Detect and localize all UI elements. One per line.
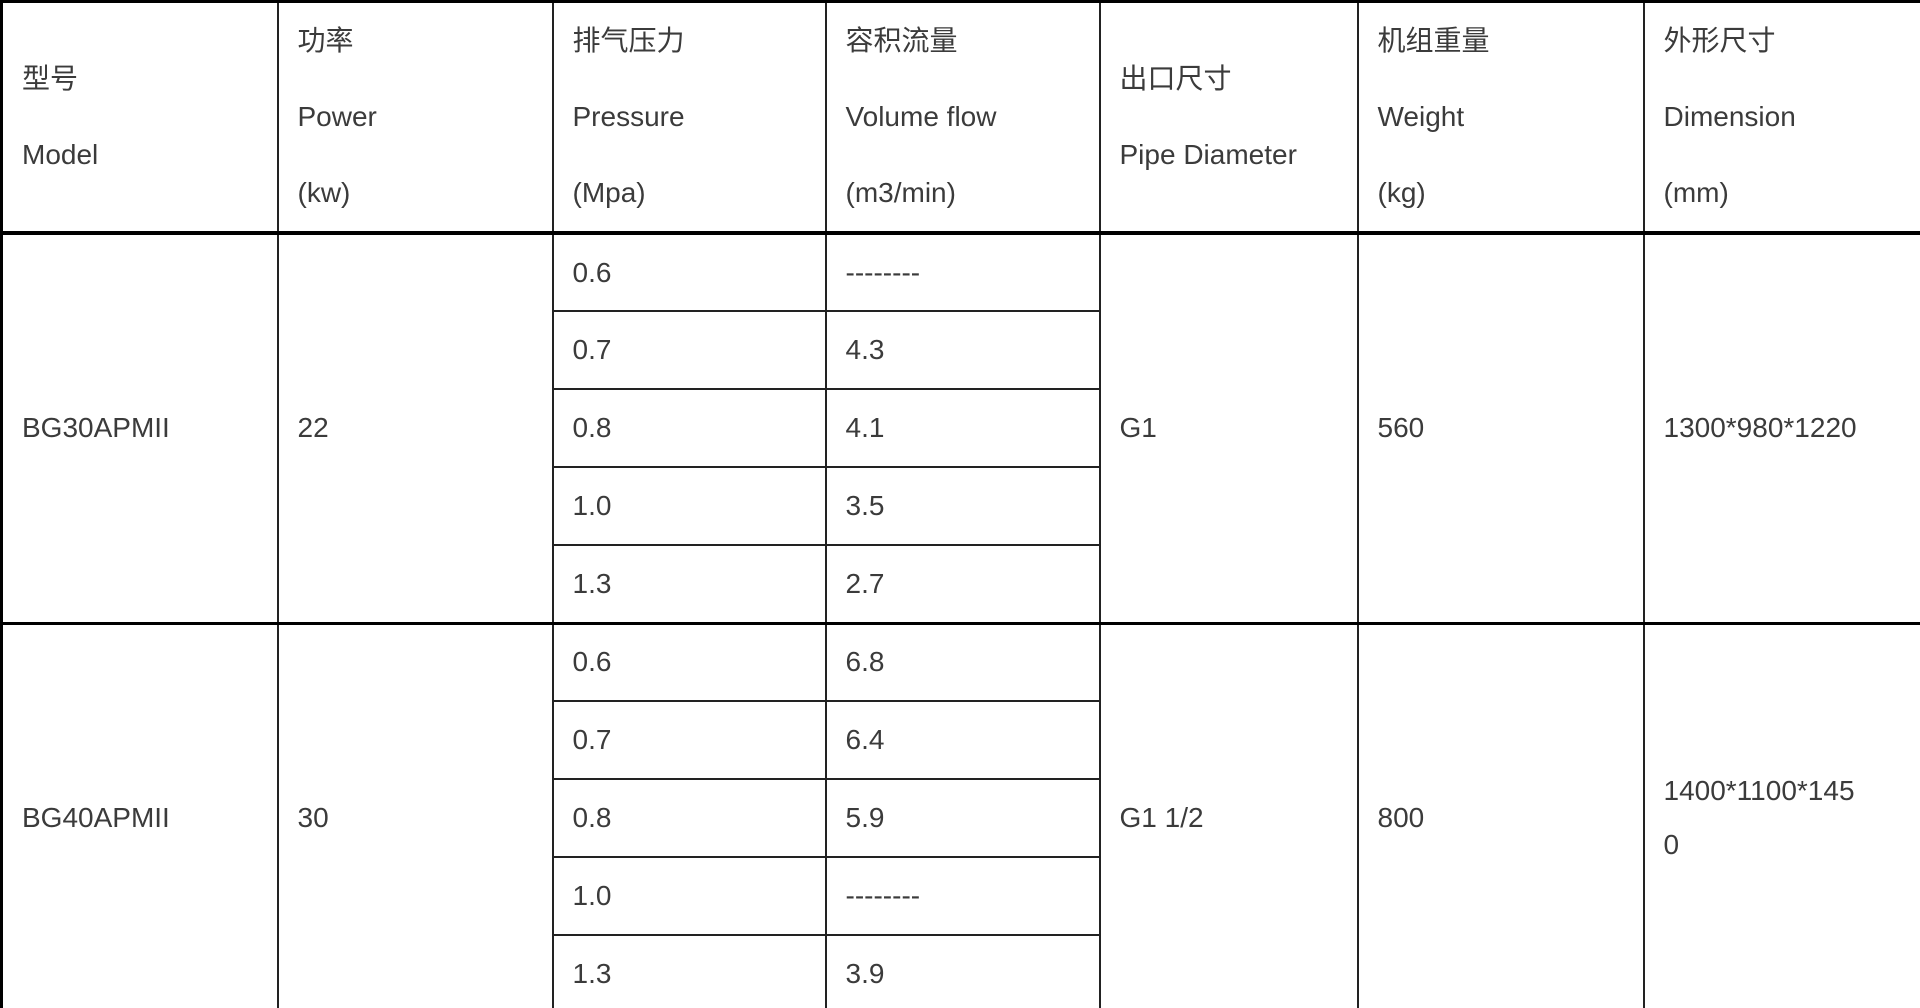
flow-cell: 2.7 — [824, 544, 1101, 624]
table-row: 1.0 3.5 — [2, 466, 1920, 546]
header-weight-en: Weight — [1377, 101, 1465, 132]
header-power-unit: (kw) — [297, 177, 351, 208]
flow-cell: -------- — [824, 856, 1101, 936]
header-pressure-unit: (Mpa) — [572, 177, 646, 208]
header-power-en: Power — [297, 101, 377, 132]
flow-cell: 4.1 — [824, 388, 1101, 468]
pressure-cell: 0.6 — [551, 231, 827, 312]
header-weight-zh: 机组重量 — [1377, 25, 1490, 56]
pressure-cell: 0.6 — [551, 621, 827, 702]
header-pipe-diameter: 出口尺寸 Pipe Diameter — [1098, 0, 1359, 235]
pressure-cell: 1.0 — [551, 856, 827, 936]
pressure-cell: 1.3 — [551, 934, 827, 1008]
table-row: 0.7 4.3 — [2, 310, 1920, 390]
dimension-cell: 1400*1100*1450 — [1642, 621, 1920, 1008]
header-dimension: 外形尺寸 Dimension (mm) — [1642, 0, 1920, 235]
table-row: BG30APMII 22 0.6 -------- G1 560 1300*98… — [0, 231, 1920, 624]
model-cell: BG40APMII — [0, 621, 279, 1008]
header-power-zh: 功率 — [297, 25, 354, 56]
header-dimension-zh: 外形尺寸 — [1663, 25, 1776, 56]
pressure-cell: 0.7 — [551, 700, 827, 780]
header-weight-unit: (kg) — [1377, 177, 1426, 208]
table-row: 1.3 3.9 — [2, 934, 1920, 1008]
pressure-cell: 0.7 — [551, 310, 827, 390]
header-row: 型号 Model 功率 Power (kw) 排气压力 Pressure (Mp… — [0, 0, 1920, 235]
weight-cell: 800 — [1356, 621, 1645, 1008]
flow-cell: 3.5 — [824, 466, 1101, 546]
header-pipe-diameter-zh: 出口尺寸 — [1119, 63, 1232, 94]
pressure-cell: 0.8 — [551, 388, 827, 468]
header-power: 功率 Power (kw) — [276, 0, 554, 235]
table-row: 0.7 6.4 — [2, 700, 1920, 780]
dimension-value: 1400*1100*1450 — [1663, 775, 1855, 860]
dimension-cell: 1300*980*1220 — [1642, 231, 1920, 624]
header-volume-flow-zh: 容积流量 — [845, 25, 958, 56]
header-pressure: 排气压力 Pressure (Mpa) — [551, 0, 827, 235]
pipe-cell: G1 1/2 — [1098, 621, 1359, 1008]
header-model-zh: 型号 — [22, 63, 79, 94]
table-row: 0.8 4.1 — [2, 388, 1920, 468]
flow-cell: 6.8 — [824, 621, 1101, 702]
pressure-cell: 0.8 — [551, 778, 827, 858]
header-volume-flow-en: Volume flow — [845, 101, 997, 132]
power-cell: 30 — [276, 621, 554, 1008]
pipe-cell: G1 — [1098, 231, 1359, 624]
table-header: 型号 Model 功率 Power (kw) 排气压力 Pressure (Mp… — [0, 0, 1920, 235]
dimension-value: 1300*980*1220 — [1663, 412, 1857, 444]
flow-cell: -------- — [824, 231, 1101, 312]
pressure-cell: 1.3 — [551, 544, 827, 624]
table-body: BG30APMII 22 0.6 -------- G1 560 1300*98… — [0, 231, 1920, 1008]
table-row: 0.8 5.9 — [2, 778, 1920, 858]
power-cell: 22 — [276, 231, 554, 624]
weight-cell: 560 — [1356, 231, 1645, 624]
header-volume-flow: 容积流量 Volume flow (m3/min) — [824, 0, 1101, 235]
header-pipe-diameter-en: Pipe Diameter — [1119, 139, 1297, 170]
flow-cell: 3.9 — [824, 934, 1101, 1008]
header-pressure-en: Pressure — [572, 101, 685, 132]
header-dimension-en: Dimension — [1663, 101, 1796, 132]
flow-cell: 5.9 — [824, 778, 1101, 858]
header-weight: 机组重量 Weight (kg) — [1356, 0, 1645, 235]
table-row: BG40APMII 30 0.6 6.8 G1 1/2 800 1400*110… — [0, 621, 1920, 1008]
header-model: 型号 Model — [0, 0, 279, 235]
pressure-cell: 1.0 — [551, 466, 827, 546]
flow-cell: 4.3 — [824, 310, 1101, 390]
table-row: 1.0 -------- — [2, 856, 1920, 936]
table-row: 1.3 2.7 — [2, 544, 1920, 624]
header-pressure-zh: 排气压力 — [572, 25, 685, 56]
header-volume-flow-unit: (m3/min) — [845, 177, 956, 208]
header-dimension-unit: (mm) — [1663, 177, 1729, 208]
header-model-en: Model — [22, 139, 99, 170]
model-cell: BG30APMII — [0, 231, 279, 624]
flow-cell: 6.4 — [824, 700, 1101, 780]
